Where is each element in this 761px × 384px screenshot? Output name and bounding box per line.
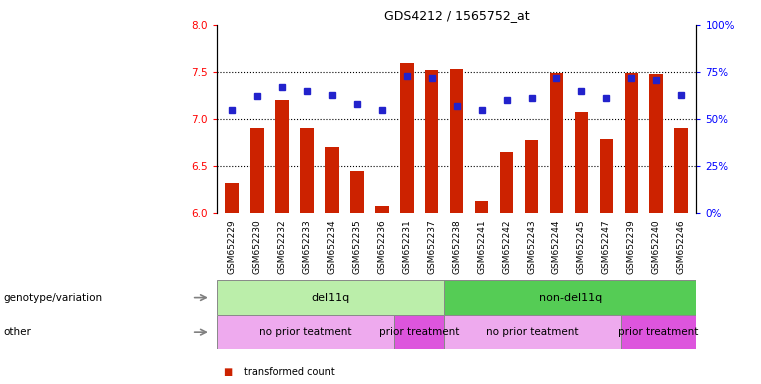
Bar xyxy=(500,152,514,213)
Bar xyxy=(393,315,444,349)
Bar xyxy=(325,147,339,213)
Bar xyxy=(674,128,688,213)
Text: other: other xyxy=(4,327,32,337)
Bar xyxy=(649,74,664,213)
Bar xyxy=(475,201,489,213)
Bar xyxy=(600,139,613,213)
Text: genotype/variation: genotype/variation xyxy=(4,293,103,303)
Bar xyxy=(217,280,444,315)
Text: non-del11q: non-del11q xyxy=(539,293,602,303)
Bar xyxy=(300,128,314,213)
Bar xyxy=(225,183,239,213)
Bar xyxy=(400,63,413,213)
Text: no prior teatment: no prior teatment xyxy=(486,327,578,337)
Bar xyxy=(444,315,621,349)
Bar xyxy=(549,73,563,213)
Text: transformed count: transformed count xyxy=(244,367,334,377)
Bar xyxy=(375,205,389,213)
Bar xyxy=(575,111,588,213)
Bar xyxy=(625,73,638,213)
Text: prior treatment: prior treatment xyxy=(618,327,699,337)
Title: GDS4212 / 1565752_at: GDS4212 / 1565752_at xyxy=(384,9,530,22)
Bar xyxy=(350,171,364,213)
Bar xyxy=(217,315,393,349)
Bar xyxy=(250,128,264,213)
Text: ■: ■ xyxy=(224,367,237,377)
Bar xyxy=(425,70,438,213)
Bar xyxy=(444,280,696,315)
Text: del11q: del11q xyxy=(311,293,349,303)
Bar xyxy=(275,100,288,213)
Bar xyxy=(524,140,538,213)
Bar xyxy=(450,69,463,213)
Bar xyxy=(621,315,696,349)
Text: prior treatment: prior treatment xyxy=(378,327,459,337)
Text: no prior teatment: no prior teatment xyxy=(259,327,352,337)
